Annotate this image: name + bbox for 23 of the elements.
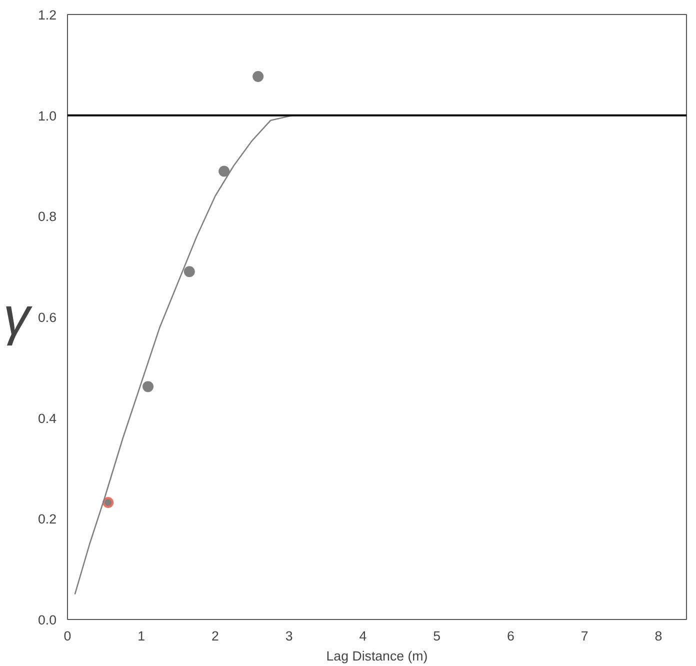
point (252, 71, 264, 82)
y-tick-label: 0.2 (38, 512, 57, 527)
x-tick-label: 0 (64, 628, 72, 644)
x-tick-label: 1 (138, 628, 146, 644)
y-tick-label: 0.6 (38, 310, 57, 325)
x-tick-label: 3 (285, 628, 293, 644)
point (102, 497, 114, 508)
x-tick-label: 8 (654, 628, 662, 644)
point (142, 381, 154, 392)
x-tick-label: 5 (433, 628, 441, 644)
y-tick-label: 0.0 (38, 612, 57, 628)
x-tick-label: 7 (580, 628, 588, 644)
y-tick-label: 1.0 (38, 108, 57, 124)
x-tick-label: 4 (359, 628, 368, 644)
point (184, 266, 195, 278)
y-tick-label: 0.8 (38, 209, 57, 224)
point (218, 166, 230, 177)
y-axis-title: γ (3, 288, 34, 346)
y-tick-label: 0.4 (38, 410, 58, 426)
y-tick-label: 1.2 (38, 8, 57, 22)
x-tick-label: 6 (506, 628, 514, 644)
x-tick-label: 2 (212, 628, 219, 644)
x-axis-title: Lag Distance (m) (326, 648, 428, 664)
